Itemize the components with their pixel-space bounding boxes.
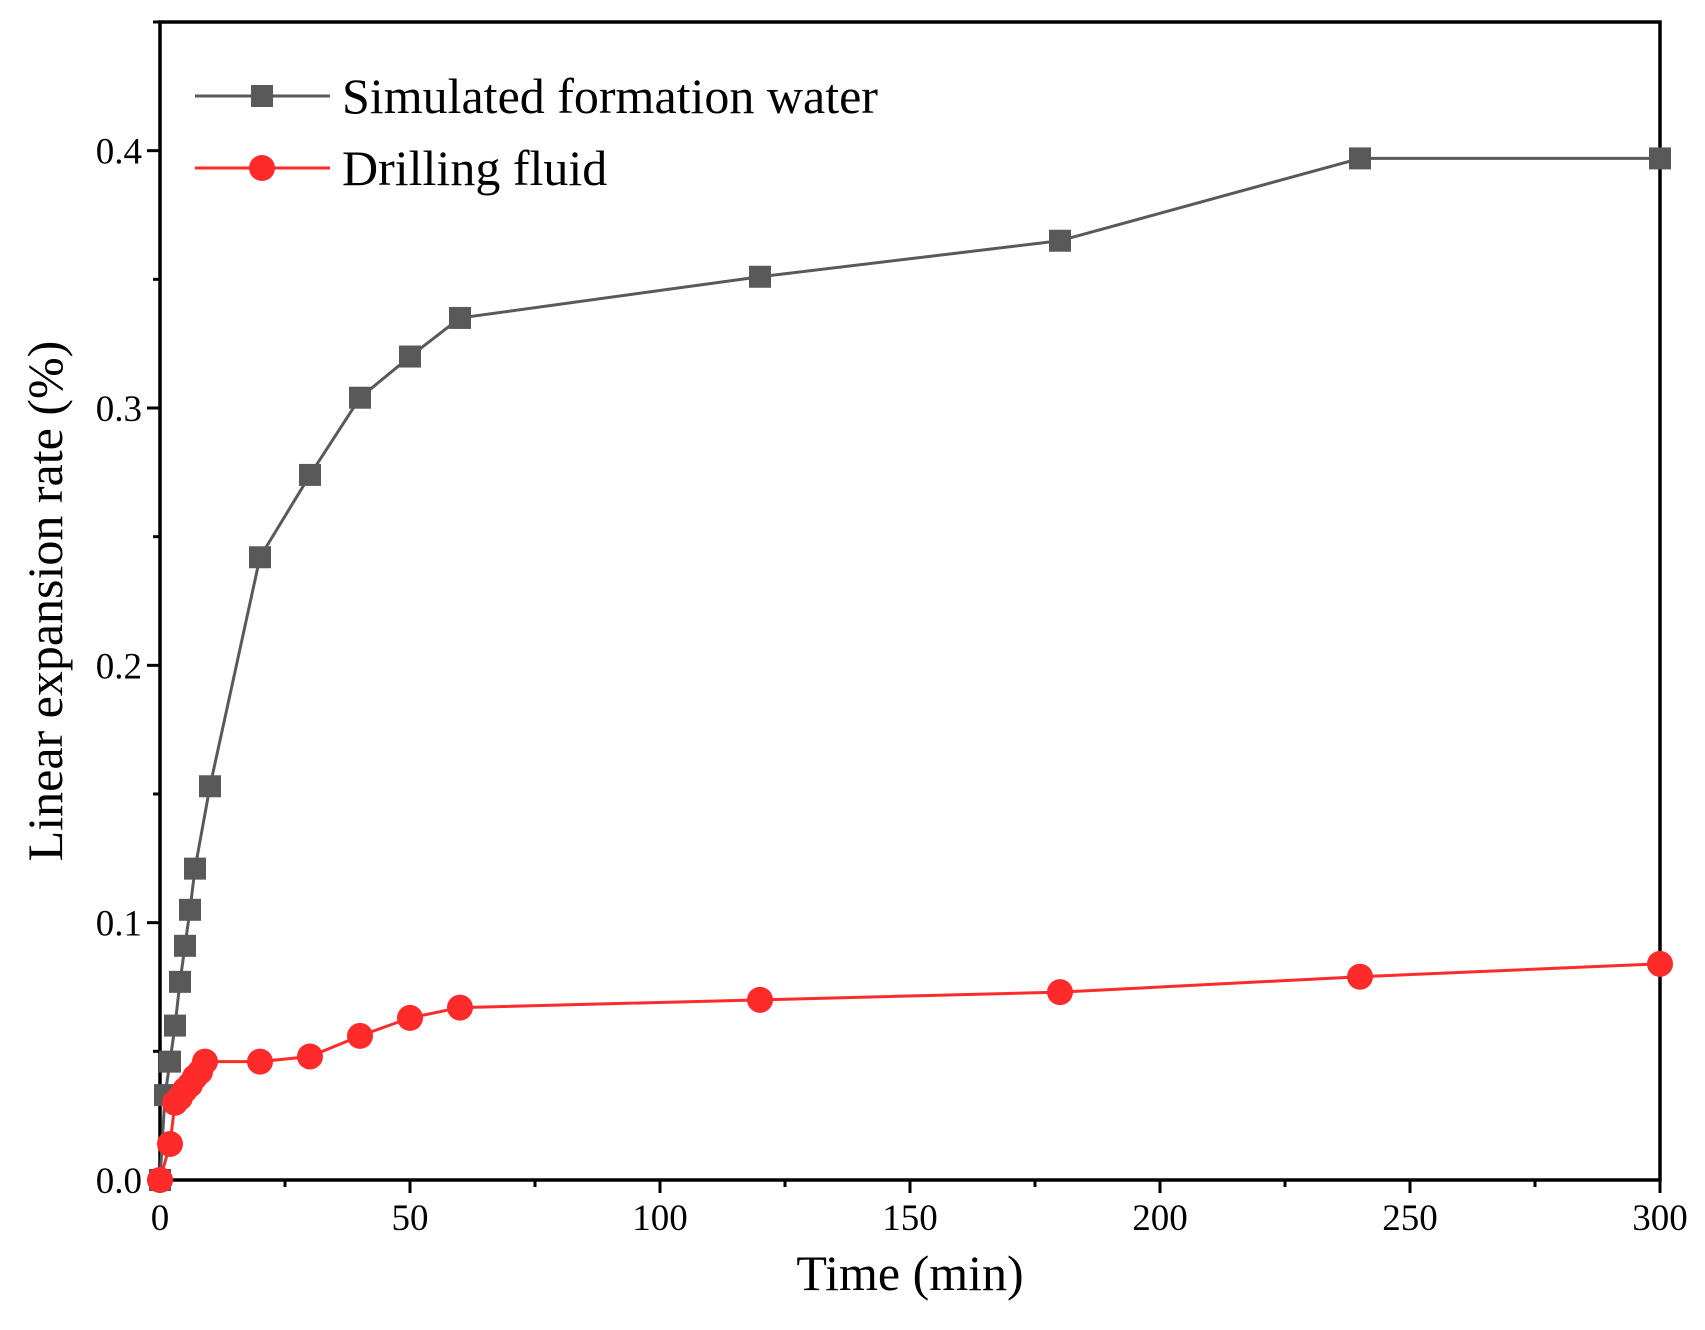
data-point-simulated-formation-water	[179, 898, 201, 921]
x-tick-label: 100	[632, 1198, 688, 1239]
data-point-drilling-fluid	[1047, 979, 1073, 1006]
data-point-simulated-formation-water	[449, 306, 471, 329]
data-point-drilling-fluid	[157, 1130, 183, 1157]
data-point-simulated-formation-water	[164, 1014, 186, 1037]
data-point-drilling-fluid	[297, 1043, 323, 1070]
data-point-simulated-formation-water	[249, 546, 271, 569]
data-point-simulated-formation-water	[299, 463, 321, 486]
data-point-drilling-fluid	[397, 1004, 423, 1031]
x-tick-label: 150	[882, 1198, 938, 1239]
x-tick-label: 50	[392, 1198, 429, 1239]
data-point-drilling-fluid	[247, 1048, 273, 1075]
data-point-simulated-formation-water	[399, 345, 421, 368]
y-tick-label: 0.4	[96, 132, 142, 173]
y-axis-title: Linear expansion rate (%)	[17, 341, 73, 862]
y-tick-label: 0.0	[96, 1161, 142, 1202]
data-point-drilling-fluid	[447, 994, 473, 1021]
data-point-simulated-formation-water	[749, 265, 771, 288]
data-point-simulated-formation-water	[169, 970, 191, 993]
y-tick-label: 0.3	[96, 389, 142, 430]
axis-ticks: 0 50 100 150 200 250 300 0.0 0.1 0.2 0.3 0.4	[96, 20, 1688, 1239]
data-point-drilling-fluid	[192, 1048, 218, 1075]
x-axis-title: Time (min)	[796, 1245, 1023, 1301]
y-tick-label: 0.1	[96, 904, 142, 945]
data-point-simulated-formation-water	[349, 386, 371, 409]
data-series	[147, 147, 1673, 1193]
data-point-simulated-formation-water	[1349, 147, 1371, 170]
data-point-simulated-formation-water	[174, 934, 196, 957]
x-tick-label: 0	[151, 1198, 170, 1239]
data-point-simulated-formation-water	[199, 775, 221, 798]
legend-marker-drilling-fluid	[249, 155, 275, 181]
x-tick-label: 250	[1382, 1198, 1438, 1239]
series-simulated-formation-water	[149, 147, 1671, 1191]
data-point-simulated-formation-water	[1649, 147, 1671, 170]
data-point-simulated-formation-water	[1049, 229, 1071, 252]
legend-marker-simulated-formation-water	[251, 85, 273, 107]
data-point-drilling-fluid	[747, 986, 773, 1013]
data-point-simulated-formation-water	[159, 1050, 181, 1073]
data-point-drilling-fluid	[147, 1167, 173, 1193]
x-tick-label: 200	[1132, 1198, 1188, 1239]
data-point-drilling-fluid	[1347, 963, 1373, 990]
x-tick-label: 300	[1632, 1198, 1688, 1239]
series-line-drilling-fluid	[158, 962, 1661, 1181]
legend-label-simulated-formation-water: Simulated formation water	[342, 68, 878, 124]
data-point-drilling-fluid	[347, 1022, 373, 1049]
data-point-simulated-formation-water	[184, 857, 206, 880]
y-tick-label: 0.2	[96, 646, 142, 687]
legend: Simulated formation water Drilling fluid	[195, 68, 878, 196]
data-point-drilling-fluid	[1647, 950, 1673, 977]
legend-label-drilling-fluid: Drilling fluid	[342, 140, 607, 196]
series-drilling-fluid	[147, 950, 1673, 1193]
